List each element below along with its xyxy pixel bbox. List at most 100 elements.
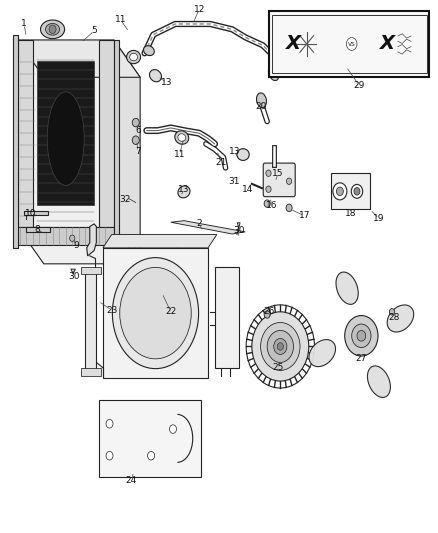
Circle shape (274, 338, 287, 354)
Text: 31: 31 (229, 177, 240, 185)
Text: 11: 11 (115, 15, 126, 24)
Text: 8: 8 (34, 225, 40, 233)
Ellipse shape (46, 23, 60, 35)
Text: 13: 13 (229, 148, 240, 156)
Polygon shape (18, 40, 33, 227)
Text: 9: 9 (74, 241, 80, 249)
Circle shape (345, 316, 378, 356)
Circle shape (267, 330, 293, 362)
Ellipse shape (113, 257, 198, 369)
Circle shape (346, 37, 357, 51)
Ellipse shape (367, 366, 390, 398)
Circle shape (49, 25, 56, 34)
Circle shape (354, 188, 360, 195)
Ellipse shape (268, 66, 279, 80)
Circle shape (266, 170, 271, 176)
Polygon shape (103, 248, 208, 378)
Circle shape (264, 200, 270, 207)
Text: 7: 7 (135, 148, 141, 156)
Text: 23: 23 (106, 306, 117, 314)
Circle shape (106, 451, 113, 460)
Circle shape (389, 309, 395, 315)
Text: 18: 18 (345, 209, 356, 217)
Polygon shape (171, 221, 245, 234)
Text: X: X (380, 35, 395, 53)
Ellipse shape (237, 149, 249, 160)
Ellipse shape (257, 93, 266, 108)
Circle shape (286, 204, 292, 212)
Circle shape (70, 235, 75, 241)
Text: 21: 21 (215, 158, 227, 167)
Circle shape (352, 324, 371, 348)
Circle shape (336, 187, 343, 196)
Text: 13: 13 (178, 185, 190, 193)
Polygon shape (13, 35, 18, 248)
Ellipse shape (309, 340, 336, 367)
Text: 25: 25 (272, 364, 284, 372)
Text: 30: 30 (233, 226, 244, 235)
Ellipse shape (127, 50, 141, 64)
Circle shape (286, 178, 292, 184)
Circle shape (132, 136, 139, 144)
Text: 6: 6 (135, 126, 141, 135)
Polygon shape (114, 40, 140, 264)
Bar (331, 173, 370, 209)
Ellipse shape (175, 131, 189, 144)
Ellipse shape (120, 268, 191, 359)
Text: 28: 28 (389, 313, 400, 321)
Bar (85, 269, 96, 370)
Text: 10: 10 (25, 209, 36, 217)
Circle shape (106, 419, 113, 428)
Polygon shape (99, 400, 201, 477)
Text: 20: 20 (255, 102, 266, 111)
Circle shape (252, 312, 309, 381)
Bar (26, 227, 50, 232)
Ellipse shape (336, 272, 358, 304)
Polygon shape (18, 40, 140, 77)
Polygon shape (99, 40, 114, 227)
Circle shape (351, 184, 363, 198)
Bar (81, 266, 101, 274)
Circle shape (264, 311, 270, 318)
Bar (272, 15, 427, 73)
Bar (269, 11, 429, 77)
Circle shape (261, 322, 300, 370)
Circle shape (277, 343, 283, 350)
Text: 22: 22 (165, 308, 177, 316)
Ellipse shape (47, 92, 84, 185)
Text: vs: vs (348, 41, 356, 47)
Polygon shape (18, 40, 114, 227)
Ellipse shape (149, 70, 162, 82)
Circle shape (132, 118, 139, 127)
Text: 26: 26 (264, 308, 275, 316)
Bar (81, 368, 101, 376)
Polygon shape (114, 40, 119, 237)
Ellipse shape (178, 186, 190, 198)
Circle shape (357, 330, 366, 341)
Polygon shape (18, 227, 114, 245)
Text: 12: 12 (194, 5, 205, 13)
Text: 19: 19 (373, 214, 385, 223)
Text: 17: 17 (299, 212, 310, 220)
Circle shape (148, 451, 155, 460)
Text: 24: 24 (126, 477, 137, 485)
FancyBboxPatch shape (263, 163, 295, 197)
Ellipse shape (40, 20, 64, 39)
Text: X: X (286, 35, 301, 53)
Text: 16: 16 (266, 201, 277, 209)
Circle shape (170, 425, 177, 433)
Bar (24, 211, 48, 215)
Text: 5: 5 (91, 27, 97, 35)
Text: 13: 13 (161, 78, 172, 87)
Text: 30: 30 (69, 272, 80, 280)
Ellipse shape (387, 305, 414, 332)
Ellipse shape (178, 134, 186, 141)
Ellipse shape (144, 46, 154, 55)
Polygon shape (18, 227, 140, 264)
Text: 14: 14 (242, 185, 253, 193)
Text: 32: 32 (119, 196, 131, 204)
Text: 29: 29 (353, 81, 365, 90)
Ellipse shape (130, 53, 138, 61)
Polygon shape (87, 224, 96, 256)
Polygon shape (103, 235, 217, 248)
